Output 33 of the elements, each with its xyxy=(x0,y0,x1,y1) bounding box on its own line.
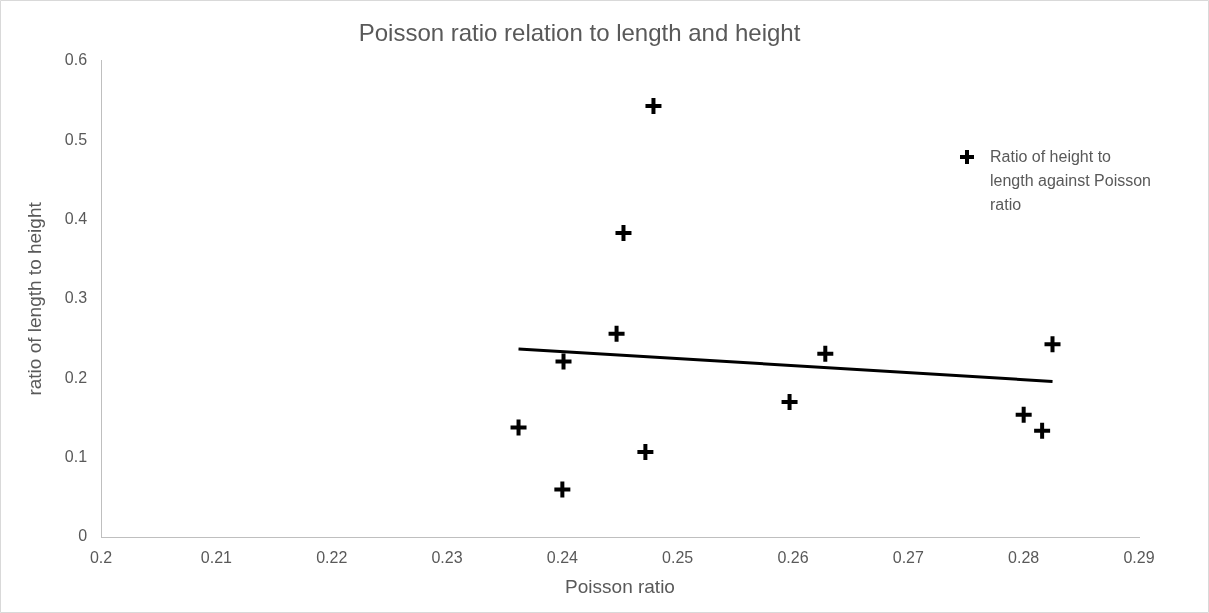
x-tick-label: 0.27 xyxy=(892,549,925,567)
y-tick-label: 0.3 xyxy=(64,289,88,307)
y-tick-label: 0.2 xyxy=(64,368,88,386)
point xyxy=(552,479,573,500)
y-tick-label: 0.4 xyxy=(64,209,88,227)
x-tick-label: 0.2 xyxy=(89,549,113,567)
point xyxy=(1013,404,1034,425)
x-tick-label: 0.29 xyxy=(1123,549,1155,567)
point xyxy=(613,223,634,244)
point xyxy=(635,442,656,463)
legend-label: Ratio of height to length against Poisson ratio xyxy=(990,147,1152,215)
x-tick-label: 0.21 xyxy=(200,549,233,567)
point xyxy=(815,343,836,364)
chart-title: Poisson ratio relation to length and height xyxy=(358,19,801,47)
x-tick-label: 0.23 xyxy=(431,549,463,567)
point xyxy=(553,351,574,372)
y-tick-label: 0.5 xyxy=(64,130,88,148)
x-tick-label: 0.24 xyxy=(546,549,579,567)
x-axis-title: Poisson ratio xyxy=(565,575,675,597)
point xyxy=(508,417,529,438)
y-axis-title: ratio of length to height xyxy=(23,201,45,396)
x-tick-label: 0.26 xyxy=(777,549,809,567)
point xyxy=(606,323,627,344)
y-tick-label: 0 xyxy=(78,527,88,545)
x-tick-label: 0.28 xyxy=(1008,549,1040,567)
y-tick-label: 0.6 xyxy=(64,51,88,69)
point xyxy=(1042,334,1063,355)
x-tick-label: 0.25 xyxy=(662,549,694,567)
y-tick-label: 0.1 xyxy=(64,448,88,466)
x-tick-label: 0.22 xyxy=(316,549,348,567)
point xyxy=(1032,420,1053,441)
point xyxy=(779,392,800,413)
point xyxy=(643,96,664,117)
